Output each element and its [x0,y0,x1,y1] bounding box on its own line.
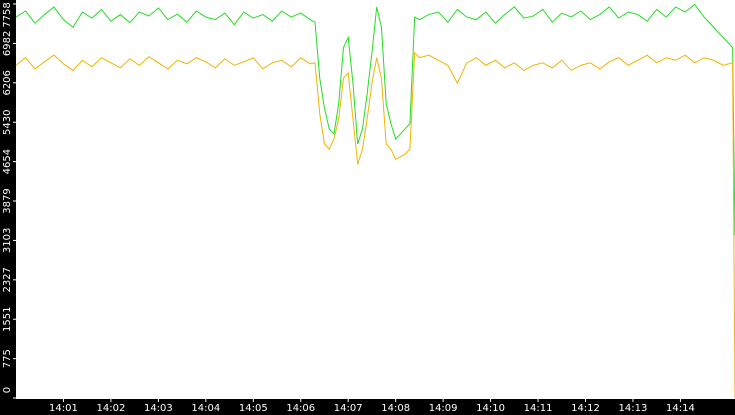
x-tick-label: 14:02 [97,403,126,414]
x-tick-label: 14:03 [144,403,173,414]
y-tick-label: 2327 [2,267,13,292]
series-line [15,3,735,236]
y-axis-strip [0,0,16,415]
x-tick-label: 14:01 [49,403,78,414]
x-tick-label: 14:06 [286,403,315,414]
x-axis-strip [0,399,735,415]
y-tick-label: 6982 [2,31,13,56]
y-tick-label: 3879 [2,188,13,213]
x-tick-label: 14:12 [571,403,600,414]
y-tick-label: 0 [2,387,13,393]
x-tick-label: 14:05 [239,403,268,414]
series-line [15,51,735,399]
y-tick-label: 7758 [2,2,13,27]
y-tick-label: 6206 [2,70,13,95]
x-tick-label: 14:07 [334,403,363,414]
y-tick-label: 1551 [2,307,13,332]
y-tick-label: 5430 [2,110,13,135]
y-tick-label: 4654 [2,149,13,174]
x-tick-label: 14:14 [666,403,695,414]
x-tick-label: 14:09 [429,403,458,414]
x-tick-label: 14:11 [524,403,553,414]
x-tick-label: 14:10 [476,403,505,414]
y-tick-label: 3103 [2,228,13,253]
y-tick-label: 775 [2,349,13,368]
x-tick-label: 14:04 [191,403,220,414]
x-tick-label: 14:08 [381,403,410,414]
x-tick-label: 14:13 [619,403,648,414]
